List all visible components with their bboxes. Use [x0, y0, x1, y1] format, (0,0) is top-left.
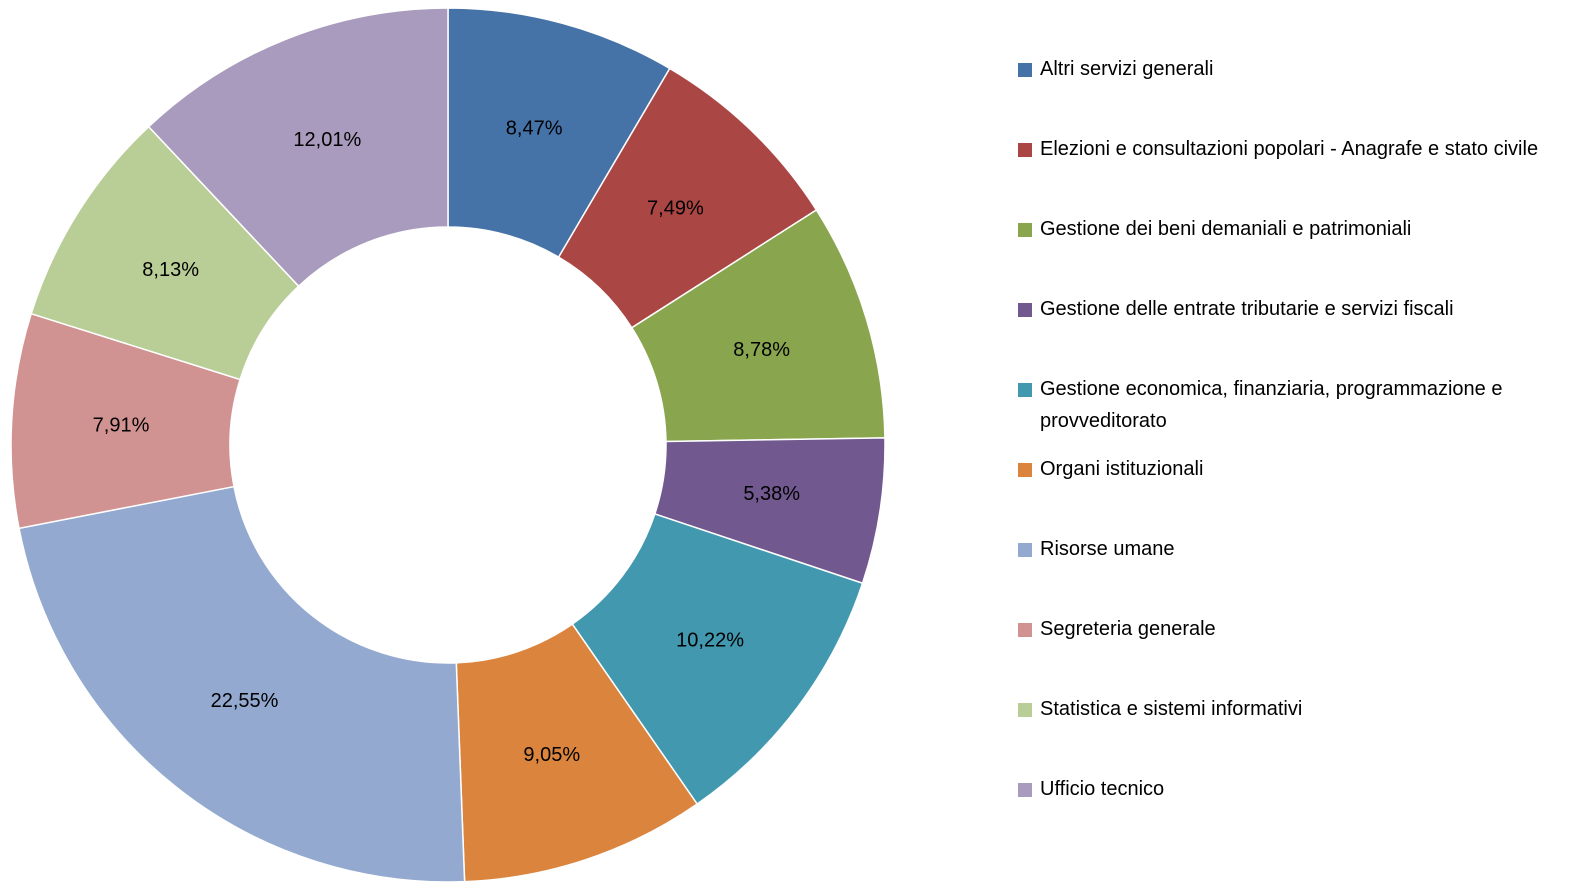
data-label: 7,49% [647, 198, 704, 220]
legend-line: Risorse umane [1040, 538, 1175, 560]
legend-swatch [1018, 463, 1032, 477]
legend-label: Gestione delle entrate tributarie e serv… [1040, 298, 1454, 320]
legend-swatch [1018, 63, 1032, 77]
legend-label: Segreteria generale [1040, 618, 1216, 640]
legend-label: Gestione dei beni demaniali e patrimonia… [1040, 218, 1411, 240]
legend-line: Gestione economica, finanziaria, program… [1040, 378, 1508, 400]
legend-line: Ufficio tecnico [1040, 778, 1164, 800]
data-label: 8,78% [733, 339, 790, 361]
data-label: 8,13% [142, 259, 199, 281]
legend-label: Altri servizi generali [1040, 58, 1213, 80]
legend-label: Ufficio tecnico [1040, 778, 1164, 800]
legend-line: Elezioni e consultazioni popolari - Anag… [1040, 138, 1538, 160]
donut-segment [147, 7, 449, 288]
legend-label: Elezioni e consultazioni popolari - Anag… [1040, 138, 1538, 160]
donut-segment [571, 513, 864, 806]
data-label: 7,91% [93, 415, 150, 437]
legend-label: Risorse umane [1040, 538, 1175, 560]
legend-swatch [1018, 783, 1032, 797]
legend-line: Segreteria generale [1040, 618, 1216, 640]
legend-swatch [1018, 383, 1032, 397]
legend-label: Statistica e sistemi informativi [1040, 698, 1302, 720]
data-label: 9,05% [523, 744, 580, 766]
data-label: 10,22% [676, 630, 744, 652]
legend-swatch [1018, 703, 1032, 717]
data-label: 8,47% [506, 117, 563, 139]
legend-swatch [1018, 223, 1032, 237]
legend-swatch [1018, 543, 1032, 557]
legend-swatch [1018, 623, 1032, 637]
legend-line: Gestione delle entrate tributarie e serv… [1040, 298, 1454, 320]
legend-swatch [1018, 143, 1032, 157]
data-label: 12,01% [293, 129, 361, 151]
legend-line: Altri servizi generali [1040, 58, 1213, 80]
data-label: 22,55% [211, 690, 279, 712]
legend-line: Gestione dei beni demaniali e patrimonia… [1040, 218, 1411, 240]
legend-swatch [1018, 303, 1032, 317]
data-label: 5,38% [743, 483, 800, 505]
legend-label: Gestione economica, finanziaria, program… [1040, 378, 1508, 432]
legend-label: Organi istituzionali [1040, 458, 1203, 480]
legend-line: Statistica e sistemi informativi [1040, 698, 1302, 720]
legend-line: provveditorato [1040, 410, 1167, 432]
donut-segment [18, 485, 466, 883]
legend-line: Organi istituzionali [1040, 458, 1203, 480]
